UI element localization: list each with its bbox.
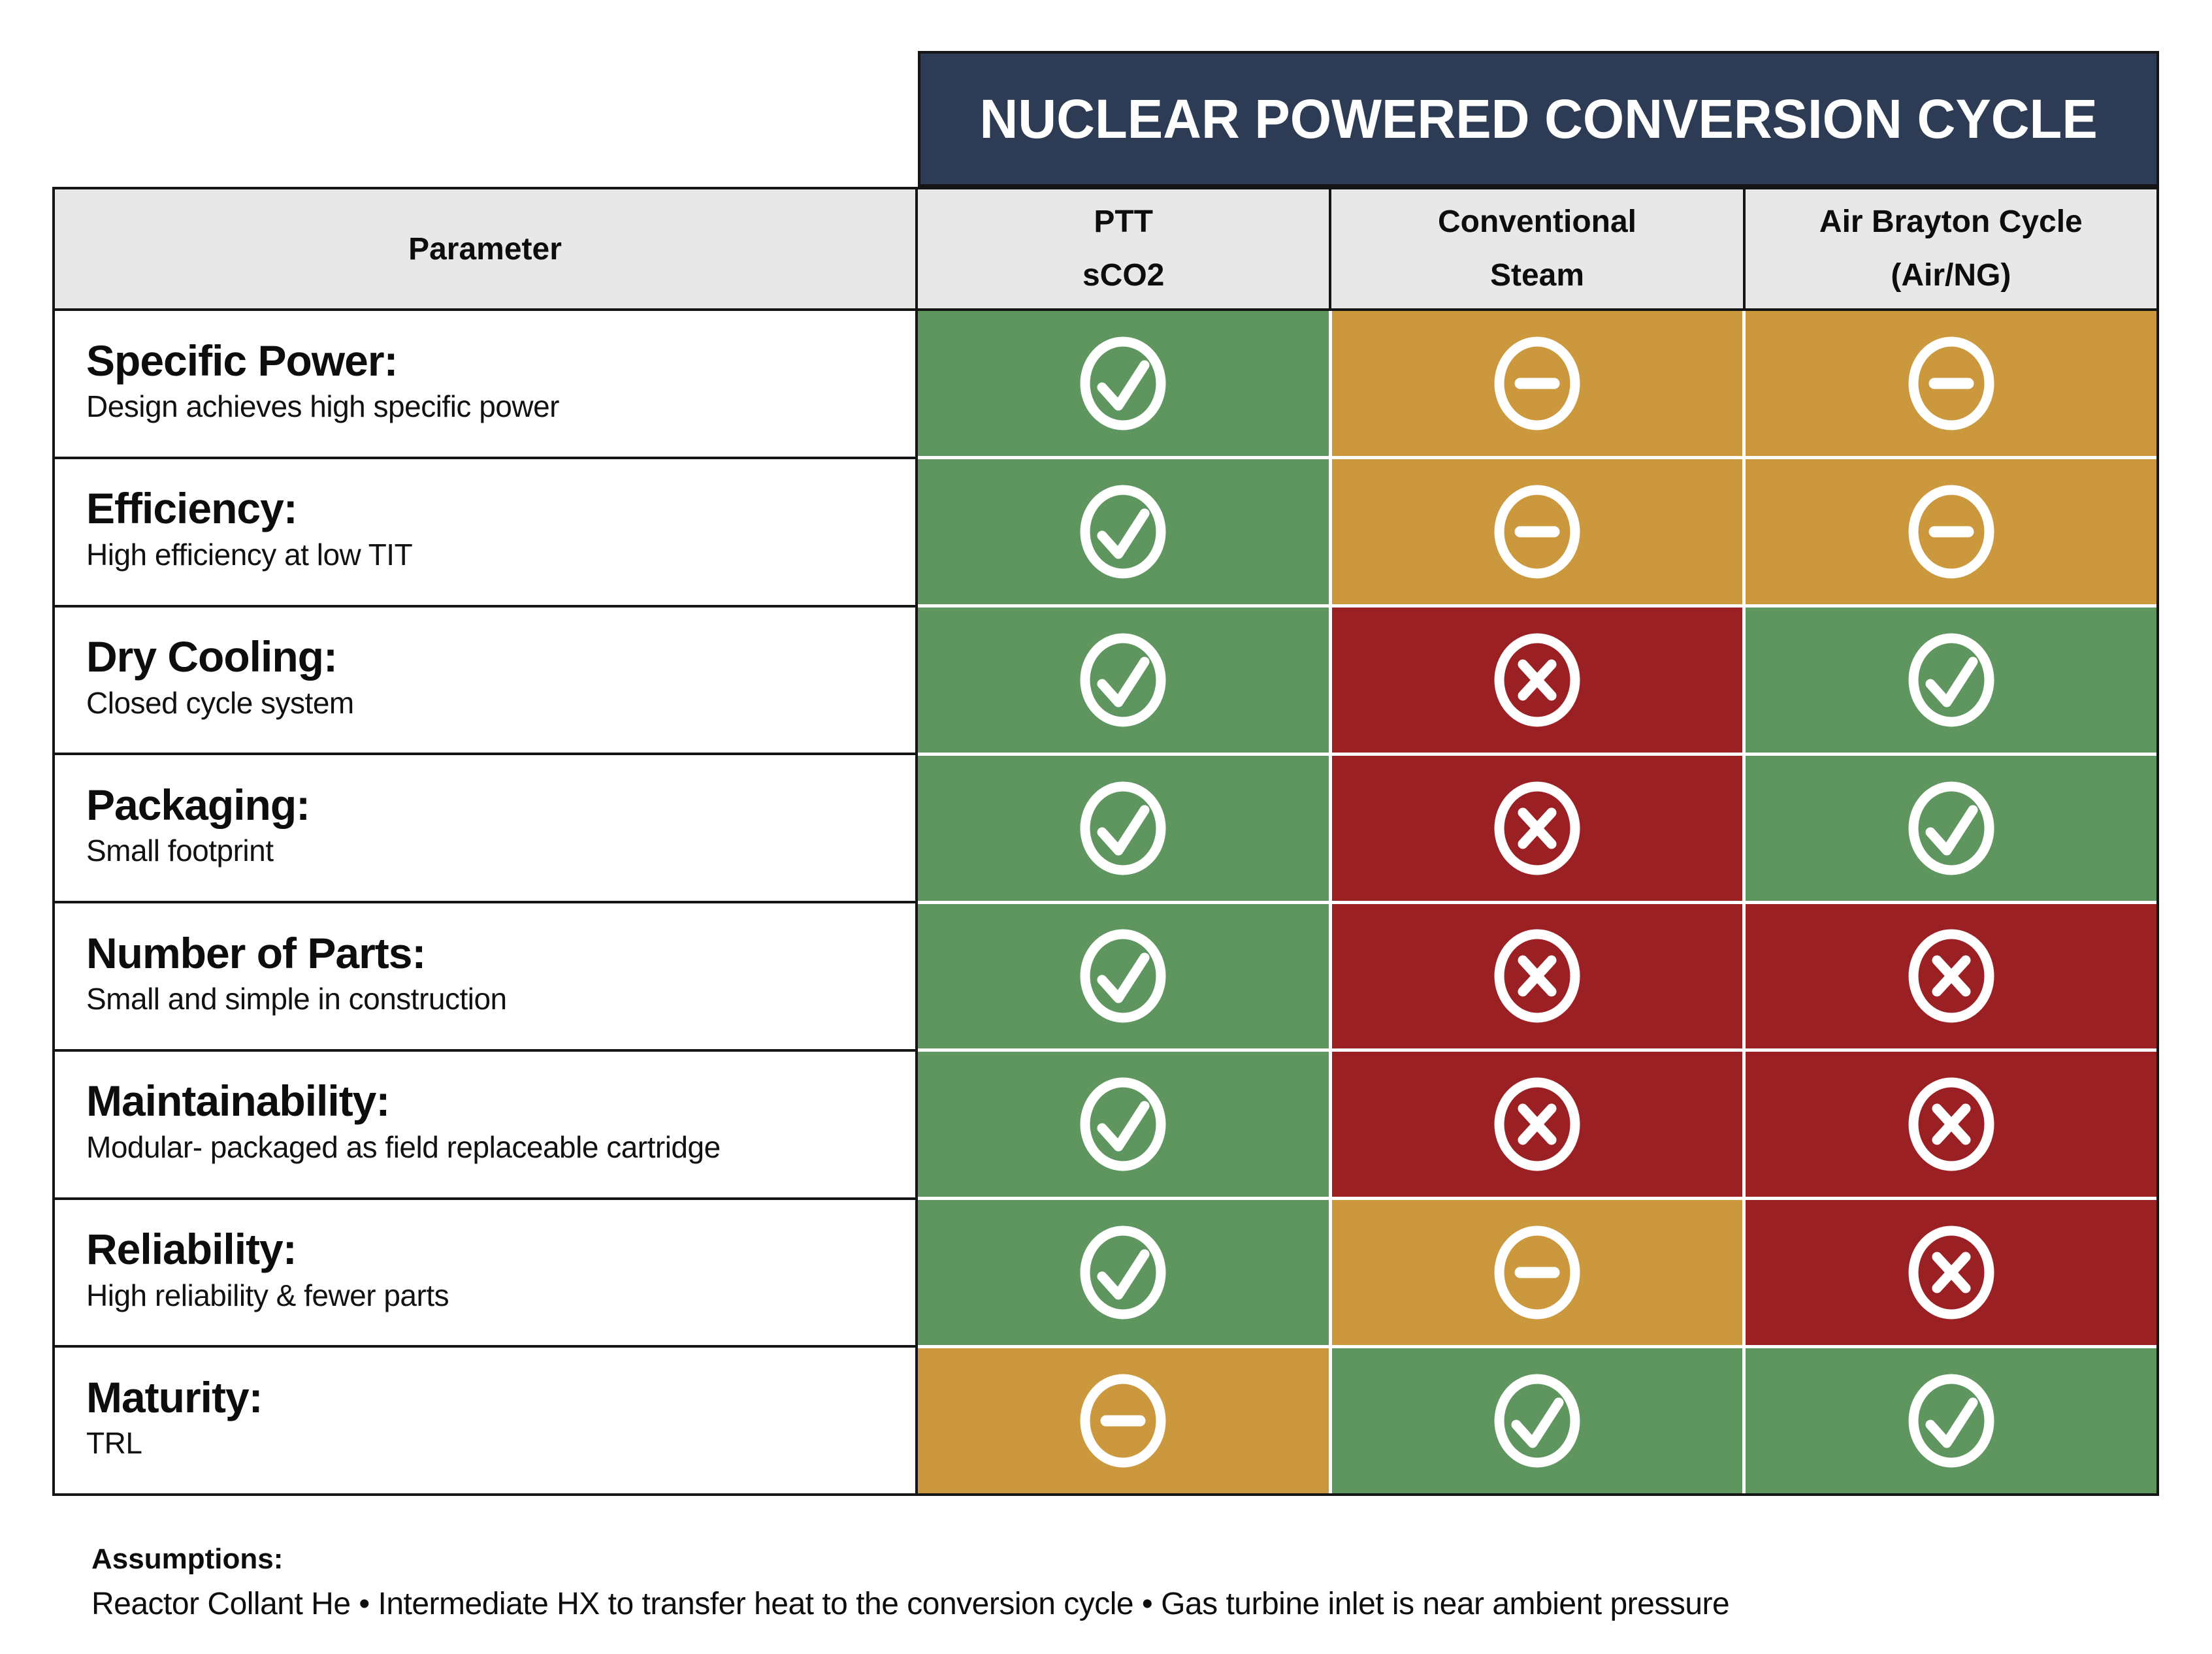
row-description: Small footprint: [86, 834, 274, 868]
row-title: Specific Power:: [86, 336, 398, 385]
minus-circle-icon: [1494, 336, 1580, 430]
row-title: Number of Parts:: [86, 928, 426, 977]
banner-title: NUCLEAR POWERED CONVERSION CYCLE: [979, 88, 2098, 150]
parameter-column-header: Parameter: [55, 189, 915, 308]
row-label-efficiency: Efficiency: High efficiency at low TIT: [55, 459, 915, 605]
check-circle-icon: [1080, 1077, 1166, 1171]
rating-cell: [918, 311, 1329, 456]
rating-cell: [1331, 459, 1743, 604]
rating-cell: [918, 1052, 1329, 1197]
x-circle-icon: [1908, 929, 1994, 1023]
x-circle-icon: [1494, 633, 1580, 727]
row-description: High reliability & fewer parts: [86, 1278, 449, 1312]
row-description: High efficiency at low TIT: [86, 537, 413, 572]
x-circle-icon: [1908, 1077, 1994, 1171]
rating-cell: [1746, 1200, 2156, 1346]
check-circle-icon: [1080, 929, 1166, 1023]
assumptions-text: Reactor Collant He • Intermediate HX to …: [91, 1587, 1730, 1621]
x-circle-icon: [1494, 781, 1580, 875]
rating-cell: [1746, 903, 2156, 1049]
check-circle-icon: [1080, 633, 1166, 727]
comparison-table: Parameter Specific Power: Design achieve…: [52, 187, 2159, 1496]
row-description: Closed cycle system: [86, 685, 354, 720]
column-header-line1: Conventional: [1437, 204, 1636, 240]
x-circle-icon: [1494, 1077, 1580, 1171]
rating-cell: [918, 1348, 1329, 1493]
minus-circle-icon: [1494, 1225, 1580, 1320]
rating-cell: [1331, 1348, 1743, 1493]
minus-circle-icon: [1080, 1374, 1166, 1468]
row-label-packaging: Packaging: Small footprint: [55, 755, 915, 901]
row-label-maturity: Maturity: TRL: [55, 1348, 915, 1493]
rating-cell: [1746, 1052, 2156, 1197]
column-header-line2: (Air/NG): [1891, 258, 2011, 293]
row-label-specific-power: Specific Power: Design achieves high spe…: [55, 311, 915, 457]
parameter-column: Parameter Specific Power: Design achieve…: [52, 187, 918, 1496]
check-circle-icon: [1080, 485, 1166, 579]
rating-cell: [918, 1200, 1329, 1346]
check-circle-icon: [1494, 1374, 1580, 1468]
check-circle-icon: [1080, 781, 1166, 875]
column-header-line1: Air Brayton Cycle: [1819, 204, 2083, 240]
row-title: Dry Cooling:: [86, 632, 338, 681]
check-circle-icon: [1908, 1374, 1994, 1468]
column-header-line2: Steam: [1489, 258, 1585, 293]
row-label-maintainability: Maintainability: Modular- packaged as fi…: [55, 1051, 915, 1197]
column-header-line2: sCO2: [1082, 258, 1165, 293]
minus-circle-icon: [1908, 485, 1994, 579]
ratings-grid: [918, 311, 2156, 1493]
check-circle-icon: [1080, 336, 1166, 430]
rating-cell: [1331, 607, 1743, 753]
rating-cell: [1746, 1348, 2156, 1493]
row-title: Packaging:: [86, 780, 310, 829]
row-description: Design achieves high specific power: [86, 389, 560, 424]
rating-cell: [1331, 1052, 1743, 1197]
column-header-ptt-sco2: PTT sCO2: [918, 189, 1329, 308]
check-circle-icon: [1908, 781, 1994, 875]
assumptions-footer: Assumptions: Reactor Collant He • Interm…: [91, 1543, 1730, 1622]
rating-cell: [1331, 903, 1743, 1049]
rating-cell: [1331, 755, 1743, 901]
row-description: Small and simple in construction: [86, 982, 507, 1016]
row-description: TRL: [86, 1426, 142, 1461]
column-header-row: PTT sCO2 Conventional Steam Air Brayton …: [918, 189, 2156, 308]
row-title: Efficiency:: [86, 484, 298, 533]
minus-circle-icon: [1494, 485, 1580, 579]
row-title: Reliability:: [86, 1225, 297, 1274]
column-header-air-brayton-cycle: Air Brayton Cycle (Air/NG): [1745, 189, 2156, 308]
assumptions-label: Assumptions:: [91, 1543, 284, 1575]
check-circle-icon: [1080, 1225, 1166, 1320]
check-circle-icon: [1908, 633, 1994, 727]
rating-cell: [918, 607, 1329, 753]
rating-cell: [918, 755, 1329, 901]
column-header-conventional-steam: Conventional Steam: [1331, 189, 1743, 308]
row-label-dry-cooling: Dry Cooling: Closed cycle system: [55, 607, 915, 753]
row-title: Maturity:: [86, 1372, 263, 1421]
rating-cell: [918, 903, 1329, 1049]
rating-cell: [1331, 1200, 1743, 1346]
x-circle-icon: [1908, 1225, 1994, 1320]
row-description: Modular- packaged as field replaceable c…: [86, 1129, 721, 1164]
ratings-block: PTT sCO2 Conventional Steam Air Brayton …: [918, 187, 2159, 1496]
row-title: Maintainability:: [86, 1077, 390, 1126]
rating-cell: [1746, 459, 2156, 604]
rating-cell: [1331, 311, 1743, 456]
rating-cell: [1746, 311, 2156, 456]
minus-circle-icon: [1908, 336, 1994, 430]
rating-cell: [918, 459, 1329, 604]
column-header-line1: PTT: [1094, 204, 1153, 240]
x-circle-icon: [1494, 929, 1580, 1023]
rating-cell: [1746, 755, 2156, 901]
row-label-reliability: Reliability: High reliability & fewer pa…: [55, 1199, 915, 1346]
banner: NUCLEAR POWERED CONVERSION CYCLE: [918, 51, 2159, 187]
row-label-number-of-parts: Number of Parts: Small and simple in con…: [55, 903, 915, 1049]
rating-cell: [1746, 607, 2156, 753]
